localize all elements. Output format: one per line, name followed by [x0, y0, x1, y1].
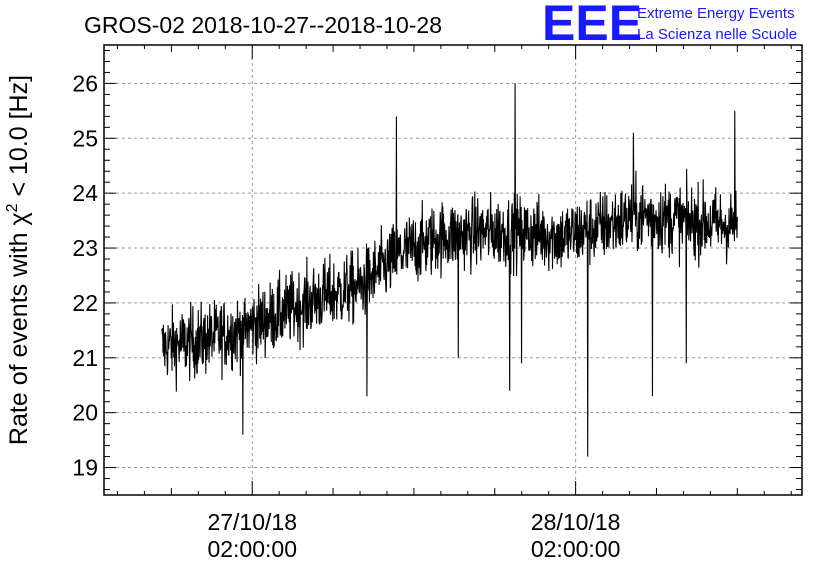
x-tick-time: 02:00:00	[207, 536, 297, 562]
x-tick-date: 28/10/18	[531, 509, 621, 535]
y-tick-label: 21	[72, 345, 98, 371]
logo-line-1: Extreme Energy Events	[637, 5, 795, 22]
y-tick-label: 23	[72, 235, 98, 261]
y-axis-label: Rate of events with χ2 < 10.0 [Hz]	[4, 75, 33, 445]
series-layer	[161, 83, 738, 457]
x-tick-time: 02:00:00	[531, 536, 621, 562]
plot-frame	[103, 44, 803, 496]
tick-labels: 192021222324252627/10/1802:00:0028/10/18…	[72, 70, 620, 562]
grid-lines	[104, 45, 802, 495]
y-tick-label: 26	[72, 70, 98, 96]
series-line-rate	[161, 83, 738, 457]
y-tick-label: 25	[72, 125, 98, 151]
chart-title: GROS-02 2018-10-27--2018-10-28	[84, 12, 442, 38]
eee-logo: EEE Extreme Energy Events La Scienza nel…	[542, 0, 797, 51]
logo-line-2: La Scienza nelle Scuole	[637, 26, 797, 43]
axes	[103, 44, 803, 496]
x-tick-date: 27/10/18	[207, 509, 297, 535]
y-axis-label-sup: 2	[4, 203, 21, 212]
y-axis-label-suffix: < 10.0 [Hz]	[5, 75, 33, 204]
y-tick-label: 24	[72, 180, 98, 206]
y-tick-label: 22	[72, 290, 98, 316]
y-tick-label: 20	[72, 400, 98, 426]
y-tick-label: 19	[72, 455, 98, 481]
logo-mark: EEE	[542, 0, 642, 51]
y-axis-label-prefix: Rate of events with χ	[5, 212, 33, 445]
